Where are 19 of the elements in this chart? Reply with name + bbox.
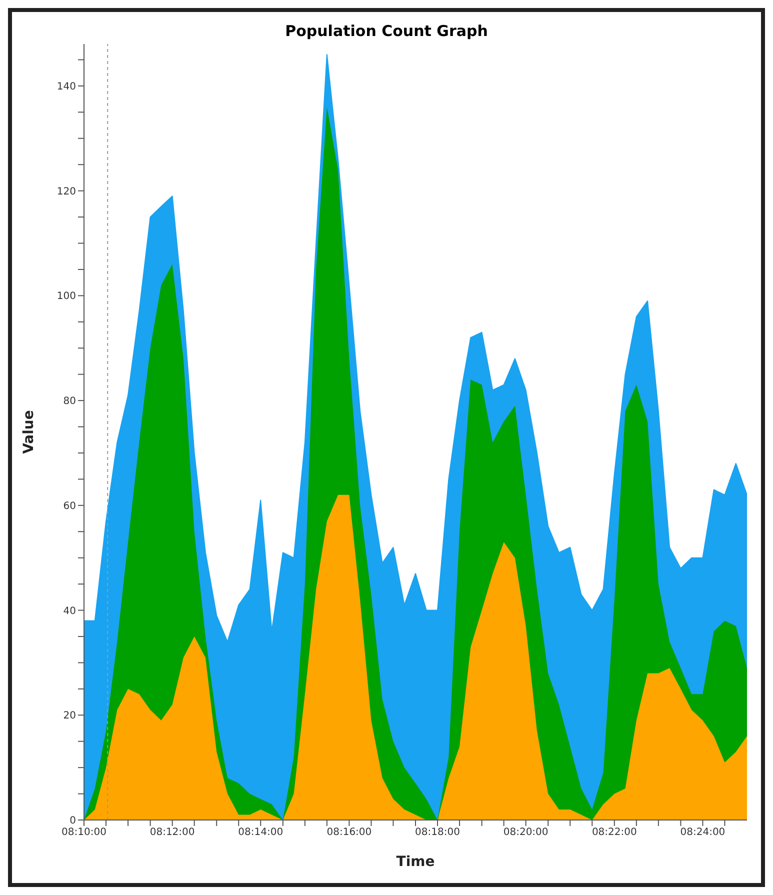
- y-tick-label: 140: [56, 81, 76, 92]
- y-tick-label: 120: [56, 186, 76, 198]
- y-tick-label: 20: [63, 710, 76, 722]
- x-tick-label: 08:20:00: [503, 827, 548, 838]
- x-tick-label: 08:14:00: [238, 827, 284, 838]
- y-tick-label: 60: [63, 500, 76, 512]
- y-axis-title: Value: [20, 410, 37, 454]
- chart-title: Population Count Graph: [284, 22, 489, 40]
- x-tick-label: 08:22:00: [592, 827, 637, 838]
- x-tick-label: 08:16:00: [326, 827, 372, 838]
- x-tick-label: 08:10:00: [62, 827, 106, 838]
- x-tick-label: 08:24:00: [680, 827, 726, 838]
- x-tick-label: 08:12:00: [150, 827, 195, 838]
- y-tick-label: 100: [56, 291, 76, 302]
- y-tick-label: 40: [63, 606, 76, 617]
- y-tick-label: 80: [63, 396, 76, 408]
- x-axis-title: Time: [396, 854, 435, 870]
- y-tick-label: 0: [70, 816, 76, 827]
- x-tick-label: 08:18:00: [415, 827, 460, 838]
